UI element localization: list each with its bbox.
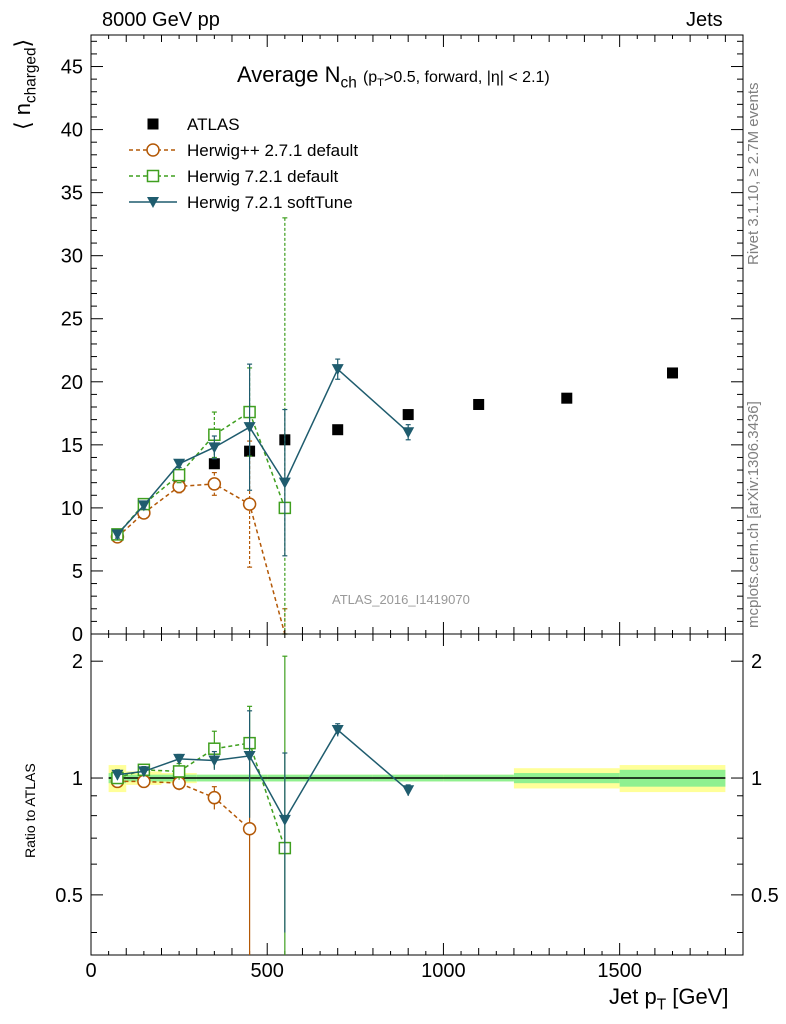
legend-marker bbox=[146, 169, 160, 183]
atlas-point bbox=[667, 367, 679, 379]
x-tick-label: 500 bbox=[251, 960, 284, 982]
atlas-point bbox=[473, 398, 485, 410]
legend-marker bbox=[147, 197, 159, 208]
ratio-herwig-7-2-1-softtune-point bbox=[331, 724, 344, 736]
ratio-herwig-7-2-1-softtune-point bbox=[173, 753, 186, 765]
ratio-y-tick-label-right: 1 bbox=[751, 768, 762, 790]
header-right: Jets bbox=[686, 9, 723, 31]
ratio-herwig-7-2-1-softtune-point bbox=[402, 785, 415, 797]
xlabel-sub: T bbox=[656, 996, 667, 1014]
title-main: Average N bbox=[237, 62, 341, 87]
herwig-7-2-1-softtune-point bbox=[331, 364, 344, 376]
herwig-7-2-1-default-point bbox=[172, 468, 186, 482]
ylabel-close: ⟩ bbox=[10, 38, 35, 48]
atlas-point bbox=[402, 409, 414, 421]
ratio-herwig-2-7-1-default-point bbox=[242, 822, 257, 836]
herwig-7-2-1-softtune-point bbox=[278, 477, 291, 489]
atlas-point bbox=[561, 392, 573, 404]
legend-marker bbox=[146, 143, 160, 157]
ylabel-open: ⟨ n bbox=[10, 103, 35, 130]
herwig-7-2-1-softtune-point bbox=[111, 529, 124, 541]
x-tick-label: 0 bbox=[85, 960, 96, 982]
title-main-sub: ch bbox=[340, 74, 357, 92]
ratio-herwig-7-2-1-softtune-point bbox=[243, 750, 256, 762]
ratio-herwig-7-2-1-softtune-point bbox=[111, 769, 124, 781]
xlabel-end: [GeV] bbox=[666, 984, 729, 1009]
header-left: 8000 GeV pp bbox=[102, 9, 220, 31]
herwig-7-2-1-softtune-point bbox=[208, 442, 221, 454]
ratio-herwig-7-2-1-softtune-point bbox=[137, 766, 150, 778]
y-axis-label-main: ⟨ ncharged⟩ bbox=[10, 39, 40, 130]
title-cuts-sub: T bbox=[377, 77, 385, 90]
ratio-y-tick-label: 2 bbox=[72, 651, 83, 673]
herwig-7-2-1-softtune-point bbox=[243, 422, 256, 434]
legend-label: Herwig 7.2.1 softTune bbox=[187, 193, 353, 212]
x-tick-label: 1000 bbox=[421, 960, 466, 982]
herwig-2-7-1-default-point bbox=[207, 477, 222, 491]
plot-title: Average Nch (pT>0.5, forward, |η| < 2.1) bbox=[237, 62, 550, 92]
herwig-2-7-1-default-point bbox=[242, 497, 257, 511]
y-tick-label: 35 bbox=[61, 183, 83, 205]
ratio-herwig-7-2-1-softtune-line bbox=[117, 728, 409, 822]
legend-label: ATLAS bbox=[187, 115, 240, 134]
x-axis-label: Jet pT [GeV] bbox=[609, 984, 728, 1014]
xlabel-main: Jet p bbox=[609, 984, 657, 1009]
ratio-herwig-7-2-1-softtune-point bbox=[208, 755, 221, 767]
y-tick-label: 30 bbox=[61, 246, 83, 268]
legend-label: Herwig 7.2.1 default bbox=[187, 167, 338, 186]
herwig-7-2-1-softtune-line bbox=[116, 367, 409, 535]
title-cuts-a: (p bbox=[362, 69, 378, 86]
x-tick-label: 1500 bbox=[597, 960, 642, 982]
y-axis-label-ratio: Ratio to ATLAS bbox=[22, 763, 38, 858]
herwig-7-2-1-softtune-point bbox=[137, 500, 150, 512]
y-tick-label: 40 bbox=[61, 120, 83, 142]
legend-label: Herwig++ 2.7.1 default bbox=[187, 141, 358, 160]
y-tick-label: 45 bbox=[61, 57, 83, 79]
herwig-7-2-1-softtune-point bbox=[173, 458, 186, 470]
ratio-herwig-7-2-1-default-line bbox=[117, 742, 286, 849]
ratio-herwig-2-7-1-default-line bbox=[117, 780, 251, 830]
ratio-y-tick-label: 0.5 bbox=[55, 885, 83, 907]
title-cuts-b: >0.5, forward, |η| < 2.1) bbox=[384, 69, 550, 86]
mcplots-text: mcplots.cern.ch [arXiv:1306.3436] bbox=[745, 401, 762, 628]
atlas-point bbox=[332, 424, 344, 436]
y-tick-label: 20 bbox=[61, 372, 83, 394]
ratio-y-tick-label-right: 2 bbox=[751, 651, 762, 673]
y-tick-label: 0 bbox=[72, 624, 83, 646]
ratio-herwig-2-7-1-default-point bbox=[207, 790, 222, 805]
y-tick-label: 10 bbox=[61, 498, 83, 520]
ratio-herwig-7-2-1-default-point bbox=[172, 765, 186, 778]
main-panel: 0 5 10 15 20 25 30 35 40 45 bbox=[61, 34, 744, 646]
ratio-y-tick-label-right: 0.5 bbox=[751, 885, 779, 907]
ratio-frame bbox=[90, 633, 744, 956]
atlas-point bbox=[208, 458, 220, 470]
ratio-y-tick-label: 1 bbox=[72, 768, 83, 790]
legend: ATLAS Herwig++ 2.7.1 default Herwig 7.2.1 … bbox=[129, 115, 358, 212]
legend-marker bbox=[147, 118, 159, 130]
ratio-panel: 0 500 1000 1500 0.5 0.5 1 1 2 2 bbox=[55, 35, 779, 982]
y-tick-label: 15 bbox=[61, 435, 83, 457]
ratio-herwig-7-2-1-softtune-point bbox=[278, 814, 291, 826]
analysis-watermark: ATLAS_2016_I1419070 bbox=[332, 592, 470, 607]
y-tick-label: 25 bbox=[61, 309, 83, 331]
herwig-7-2-1-softtune-point bbox=[402, 427, 415, 439]
ylabel-sub: charged bbox=[22, 47, 40, 104]
y-tick-label: 5 bbox=[72, 561, 83, 583]
rivet-version-text: Rivet 3.1.10, ≥ 2.7M events bbox=[745, 82, 762, 266]
